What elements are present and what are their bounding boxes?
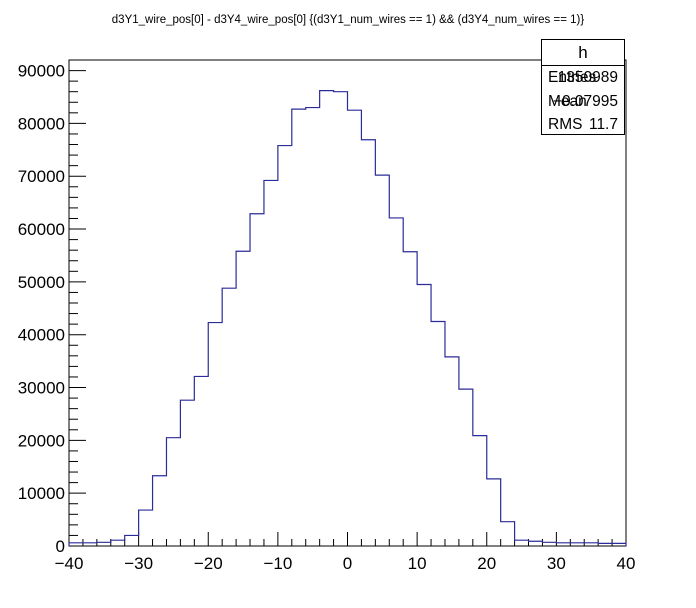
y-tick-label: 90000 bbox=[18, 62, 65, 81]
histogram-bin bbox=[278, 146, 292, 546]
x-tick-label: −40 bbox=[55, 554, 84, 573]
histogram-bin bbox=[306, 108, 320, 546]
histogram-bin bbox=[487, 479, 501, 546]
histogram-bin bbox=[264, 180, 278, 546]
histogram-bin bbox=[515, 540, 529, 546]
histogram-bin bbox=[334, 92, 348, 546]
histogram-bin bbox=[501, 522, 515, 546]
stats-entries-label: Entries bbox=[548, 69, 597, 86]
stats-entries-value: 1350989 bbox=[557, 69, 618, 86]
histogram-bin bbox=[69, 543, 83, 546]
histogram-bin bbox=[598, 543, 612, 546]
y-tick-label: 30000 bbox=[18, 379, 65, 398]
histogram-bin bbox=[529, 541, 543, 546]
histogram-bin bbox=[348, 110, 362, 546]
x-tick-label: −30 bbox=[124, 554, 153, 573]
y-tick-label: 60000 bbox=[18, 220, 65, 239]
histogram-bin bbox=[542, 542, 556, 546]
x-tick-label: 0 bbox=[343, 554, 352, 573]
histogram-bin bbox=[222, 288, 236, 546]
histogram-bin bbox=[194, 376, 208, 546]
histogram-bin bbox=[361, 140, 375, 546]
y-tick-label: 10000 bbox=[18, 484, 65, 503]
y-tick-label: 20000 bbox=[18, 431, 65, 450]
x-tick-label: 10 bbox=[408, 554, 427, 573]
histogram-bin bbox=[236, 251, 250, 546]
histogram-bin bbox=[445, 357, 459, 546]
histogram-bin bbox=[208, 323, 222, 546]
stats-mean-label: Mean bbox=[548, 92, 587, 110]
x-tick-label: −20 bbox=[194, 554, 223, 573]
histogram-bin bbox=[292, 109, 306, 546]
y-tick-label: 80000 bbox=[18, 114, 65, 133]
histogram-bin bbox=[556, 543, 570, 546]
histogram-bin bbox=[403, 252, 417, 546]
histogram-bin bbox=[389, 218, 403, 546]
stats-mean-row: Mean −0.07995 bbox=[542, 90, 624, 114]
y-tick-label: 50000 bbox=[18, 273, 65, 292]
histogram-bin bbox=[125, 535, 139, 546]
histogram-bin bbox=[180, 400, 194, 546]
stats-mean-value: −0.07995 bbox=[552, 92, 618, 110]
histogram-bin bbox=[570, 543, 584, 546]
histogram-bin bbox=[473, 436, 487, 546]
x-tick-label: 40 bbox=[617, 554, 636, 573]
histogram-bin bbox=[612, 543, 626, 546]
stats-rms-label: RMS bbox=[548, 116, 583, 134]
histogram-bin bbox=[320, 91, 334, 546]
x-tick-label: 20 bbox=[477, 554, 496, 573]
histogram-bin bbox=[459, 389, 473, 546]
stats-box: h Entries 1350989 Mean −0.07995 RMS 11.7 bbox=[541, 39, 625, 135]
plot-title: d3Y1_wire_pos[0] - d3Y4_wire_pos[0] {(d3… bbox=[111, 14, 585, 26]
histogram-bin bbox=[153, 476, 167, 546]
stats-rms-row: RMS 11.7 bbox=[542, 113, 624, 137]
histogram-bin bbox=[250, 214, 264, 546]
histogram-bin bbox=[584, 543, 598, 546]
stats-rms-value: 11.7 bbox=[588, 116, 618, 134]
histogram-bin bbox=[375, 175, 389, 546]
y-tick-label: 70000 bbox=[18, 167, 65, 186]
histogram-bin bbox=[431, 321, 445, 546]
histogram-bin bbox=[417, 285, 431, 546]
histogram-bin bbox=[139, 510, 153, 546]
histogram-bin bbox=[166, 438, 180, 546]
histogram-bin bbox=[83, 543, 97, 546]
y-tick-label: 40000 bbox=[18, 326, 65, 345]
histogram-outline bbox=[68, 90, 627, 546]
histogram-bin bbox=[111, 540, 125, 546]
x-tick-label: −10 bbox=[263, 554, 292, 573]
stats-entries-row: Entries 1350989 bbox=[542, 66, 624, 90]
histogram-bin bbox=[97, 542, 111, 546]
x-tick-label: 30 bbox=[547, 554, 566, 573]
stats-box-title: h bbox=[542, 40, 624, 66]
y-tick-label: 0 bbox=[56, 537, 65, 556]
